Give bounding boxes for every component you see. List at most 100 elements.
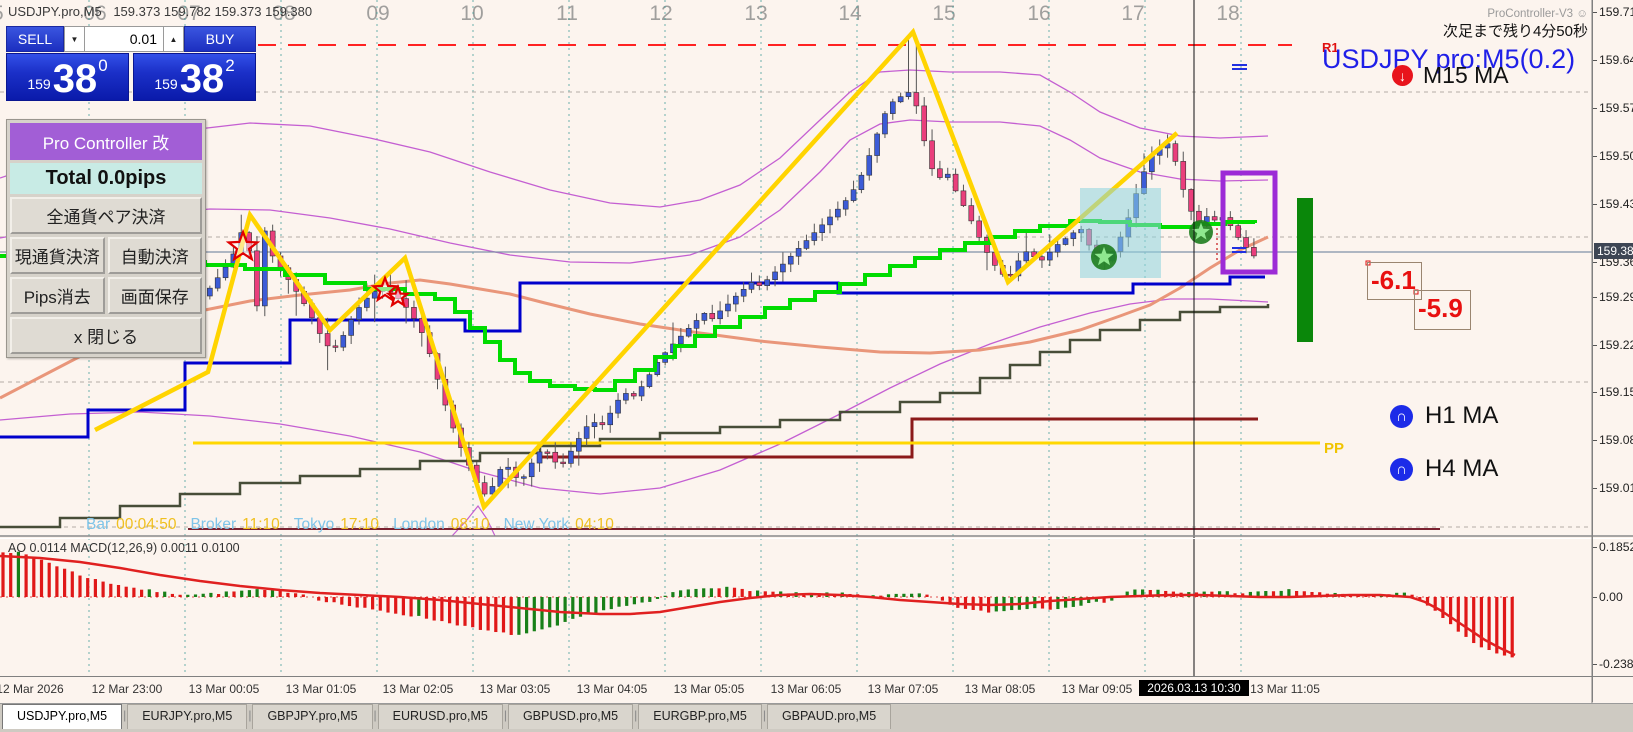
tab-separator: | xyxy=(503,708,507,722)
sell-button[interactable]: SELL xyxy=(6,26,64,52)
time-label: 13 Mar 05:05 xyxy=(673,682,745,696)
candlestick xyxy=(528,462,535,478)
ao-histogram-bar xyxy=(155,592,159,597)
pips-clear-button[interactable]: Pips消去 xyxy=(10,277,105,314)
chart-tab-eurjpy[interactable]: EURJPY.pro,M5 xyxy=(127,704,248,729)
session-time: 04:10 xyxy=(575,516,614,533)
ao-histogram-bar xyxy=(1433,597,1437,611)
candlestick xyxy=(811,232,818,241)
hour-watermark: 13 xyxy=(744,2,768,25)
ao-histogram-bar xyxy=(1302,591,1306,597)
ohlc-values: 159.373 159.782 159.373 159.380 xyxy=(113,4,313,19)
ao-histogram-bar xyxy=(1410,594,1414,597)
ao-histogram-bar xyxy=(324,597,328,603)
ao-histogram-bar xyxy=(563,597,567,622)
ao-histogram-bar xyxy=(509,597,513,635)
macd-signal-line xyxy=(0,554,1516,657)
candlestick xyxy=(599,422,606,426)
box-anchor-mark xyxy=(1365,260,1371,266)
ao-histogram-bar xyxy=(902,593,906,597)
ao-histogram-bar xyxy=(617,597,621,607)
ao-histogram-bar xyxy=(917,593,921,597)
price-tick: 159.43 xyxy=(1599,197,1633,211)
ao-histogram-bar xyxy=(1449,597,1453,625)
price-tick: 159.01 xyxy=(1599,481,1633,495)
candlestick xyxy=(913,92,920,107)
blue-step-line xyxy=(0,275,1265,439)
chart-tab-gbpjpy[interactable]: GBPJPY.pro,M5 xyxy=(252,704,373,729)
price-scale[interactable]: 159.71 159.64 159.57 159.50 159.43 159.36 159.… xyxy=(1592,0,1633,702)
bb-upper-outer xyxy=(0,69,1269,208)
ao-histogram-bar xyxy=(1094,597,1098,602)
price-tick: 159.64 xyxy=(1599,53,1633,67)
candlestick xyxy=(1054,244,1061,253)
pips-box-2[interactable]: -5.9 xyxy=(1414,290,1471,330)
close-panel-button[interactable]: x 閉じる xyxy=(10,317,202,354)
candlestick xyxy=(364,297,370,308)
ao-histogram-bar xyxy=(740,588,744,597)
ao-histogram-bar xyxy=(86,578,90,597)
session-label: London xyxy=(393,516,445,533)
ao-histogram-bar xyxy=(540,597,544,630)
close-current-pair-button[interactable]: 現通貨決済 xyxy=(10,237,105,274)
sell-price-panel[interactable]: 159 38 0 xyxy=(6,53,129,101)
ao-histogram-bar xyxy=(1279,590,1283,597)
candlestick xyxy=(1172,143,1179,162)
candlestick xyxy=(952,173,959,192)
buy-price-panel[interactable]: 159 38 2 xyxy=(133,53,256,101)
ao-histogram-bar xyxy=(763,591,767,597)
candlestick xyxy=(1180,161,1187,190)
pp-pivot-label: PP xyxy=(1324,440,1345,457)
ao-histogram-bar xyxy=(956,597,960,608)
candlestick xyxy=(324,333,331,347)
pips-box-1[interactable]: -6.1 xyxy=(1367,262,1422,300)
tick-dash xyxy=(1593,345,1597,346)
ao-histogram-bar xyxy=(1071,597,1075,607)
ao-histogram-bar xyxy=(879,595,883,597)
hour-watermark: 10 xyxy=(460,2,484,25)
candlestick xyxy=(638,386,645,397)
auto-close-button[interactable]: 自動決済 xyxy=(107,237,202,274)
ao-histogram-bar xyxy=(163,591,167,597)
ao-histogram-bar xyxy=(378,597,382,611)
ao-histogram-bar xyxy=(1487,597,1491,651)
ao-histogram-bar xyxy=(1479,597,1483,648)
candlestick xyxy=(732,295,739,305)
chart-tab-usdjpy[interactable]: USDJPY.pro,M5 xyxy=(2,704,123,729)
candlestick xyxy=(214,277,221,289)
session-label: Tokyo xyxy=(293,516,335,533)
ao-histogram-bar xyxy=(1456,597,1460,632)
close-all-pairs-button[interactable]: 全通貨ペア決済 xyxy=(10,197,202,234)
candlestick xyxy=(827,216,833,226)
ao-histogram-bar xyxy=(1271,591,1276,597)
candlestick xyxy=(1211,216,1218,221)
highlight-zone xyxy=(1080,188,1161,278)
chart-tab-gbpaud[interactable]: GBPAUD.pro,M5 xyxy=(766,704,892,729)
ao-histogram-bar xyxy=(1502,597,1507,656)
session-time: 08:10 xyxy=(450,516,490,533)
candlestick xyxy=(944,173,951,178)
time-axis[interactable]: 12 Mar 2026 12 Mar 23:00 13 Mar 00:05 13 Ma… xyxy=(0,676,1633,704)
ao-histogram-bar xyxy=(240,590,244,597)
ao-histogram-bar xyxy=(247,590,251,597)
price-tick: 159.29 xyxy=(1599,290,1633,304)
ao-histogram-bar xyxy=(1248,591,1252,597)
ao-histogram-bar xyxy=(632,597,636,605)
chart-tab-eurgbp[interactable]: EURGBP.pro,M5 xyxy=(638,704,762,729)
volume-input[interactable] xyxy=(85,26,163,52)
tick-dash xyxy=(1593,547,1597,548)
ohlc-header: USDJPY.pro,M5 159.373 159.782 159.373 15… xyxy=(8,4,312,19)
sell-price-handle: 159 xyxy=(27,76,51,92)
chart-tab-gbpusd[interactable]: GBPUSD.pro,M5 xyxy=(507,704,634,729)
volume-up-button[interactable]: ▲ xyxy=(163,26,184,52)
save-screen-button[interactable]: 画面保存 xyxy=(107,277,202,314)
buy-button[interactable]: BUY xyxy=(184,26,256,52)
ao-histogram-bar xyxy=(294,593,298,597)
candle-countdown: 次足まで残り4分50秒 xyxy=(1442,23,1588,40)
time-label: 13 Mar 09:05 xyxy=(1061,682,1133,696)
chart-tab-eurusd[interactable]: EURUSD.pro,M5 xyxy=(377,704,503,729)
tab-separator: | xyxy=(634,708,638,722)
volume-dropdown-button[interactable]: ▼ xyxy=(64,26,85,52)
ao-histogram-bar xyxy=(1102,597,1106,603)
